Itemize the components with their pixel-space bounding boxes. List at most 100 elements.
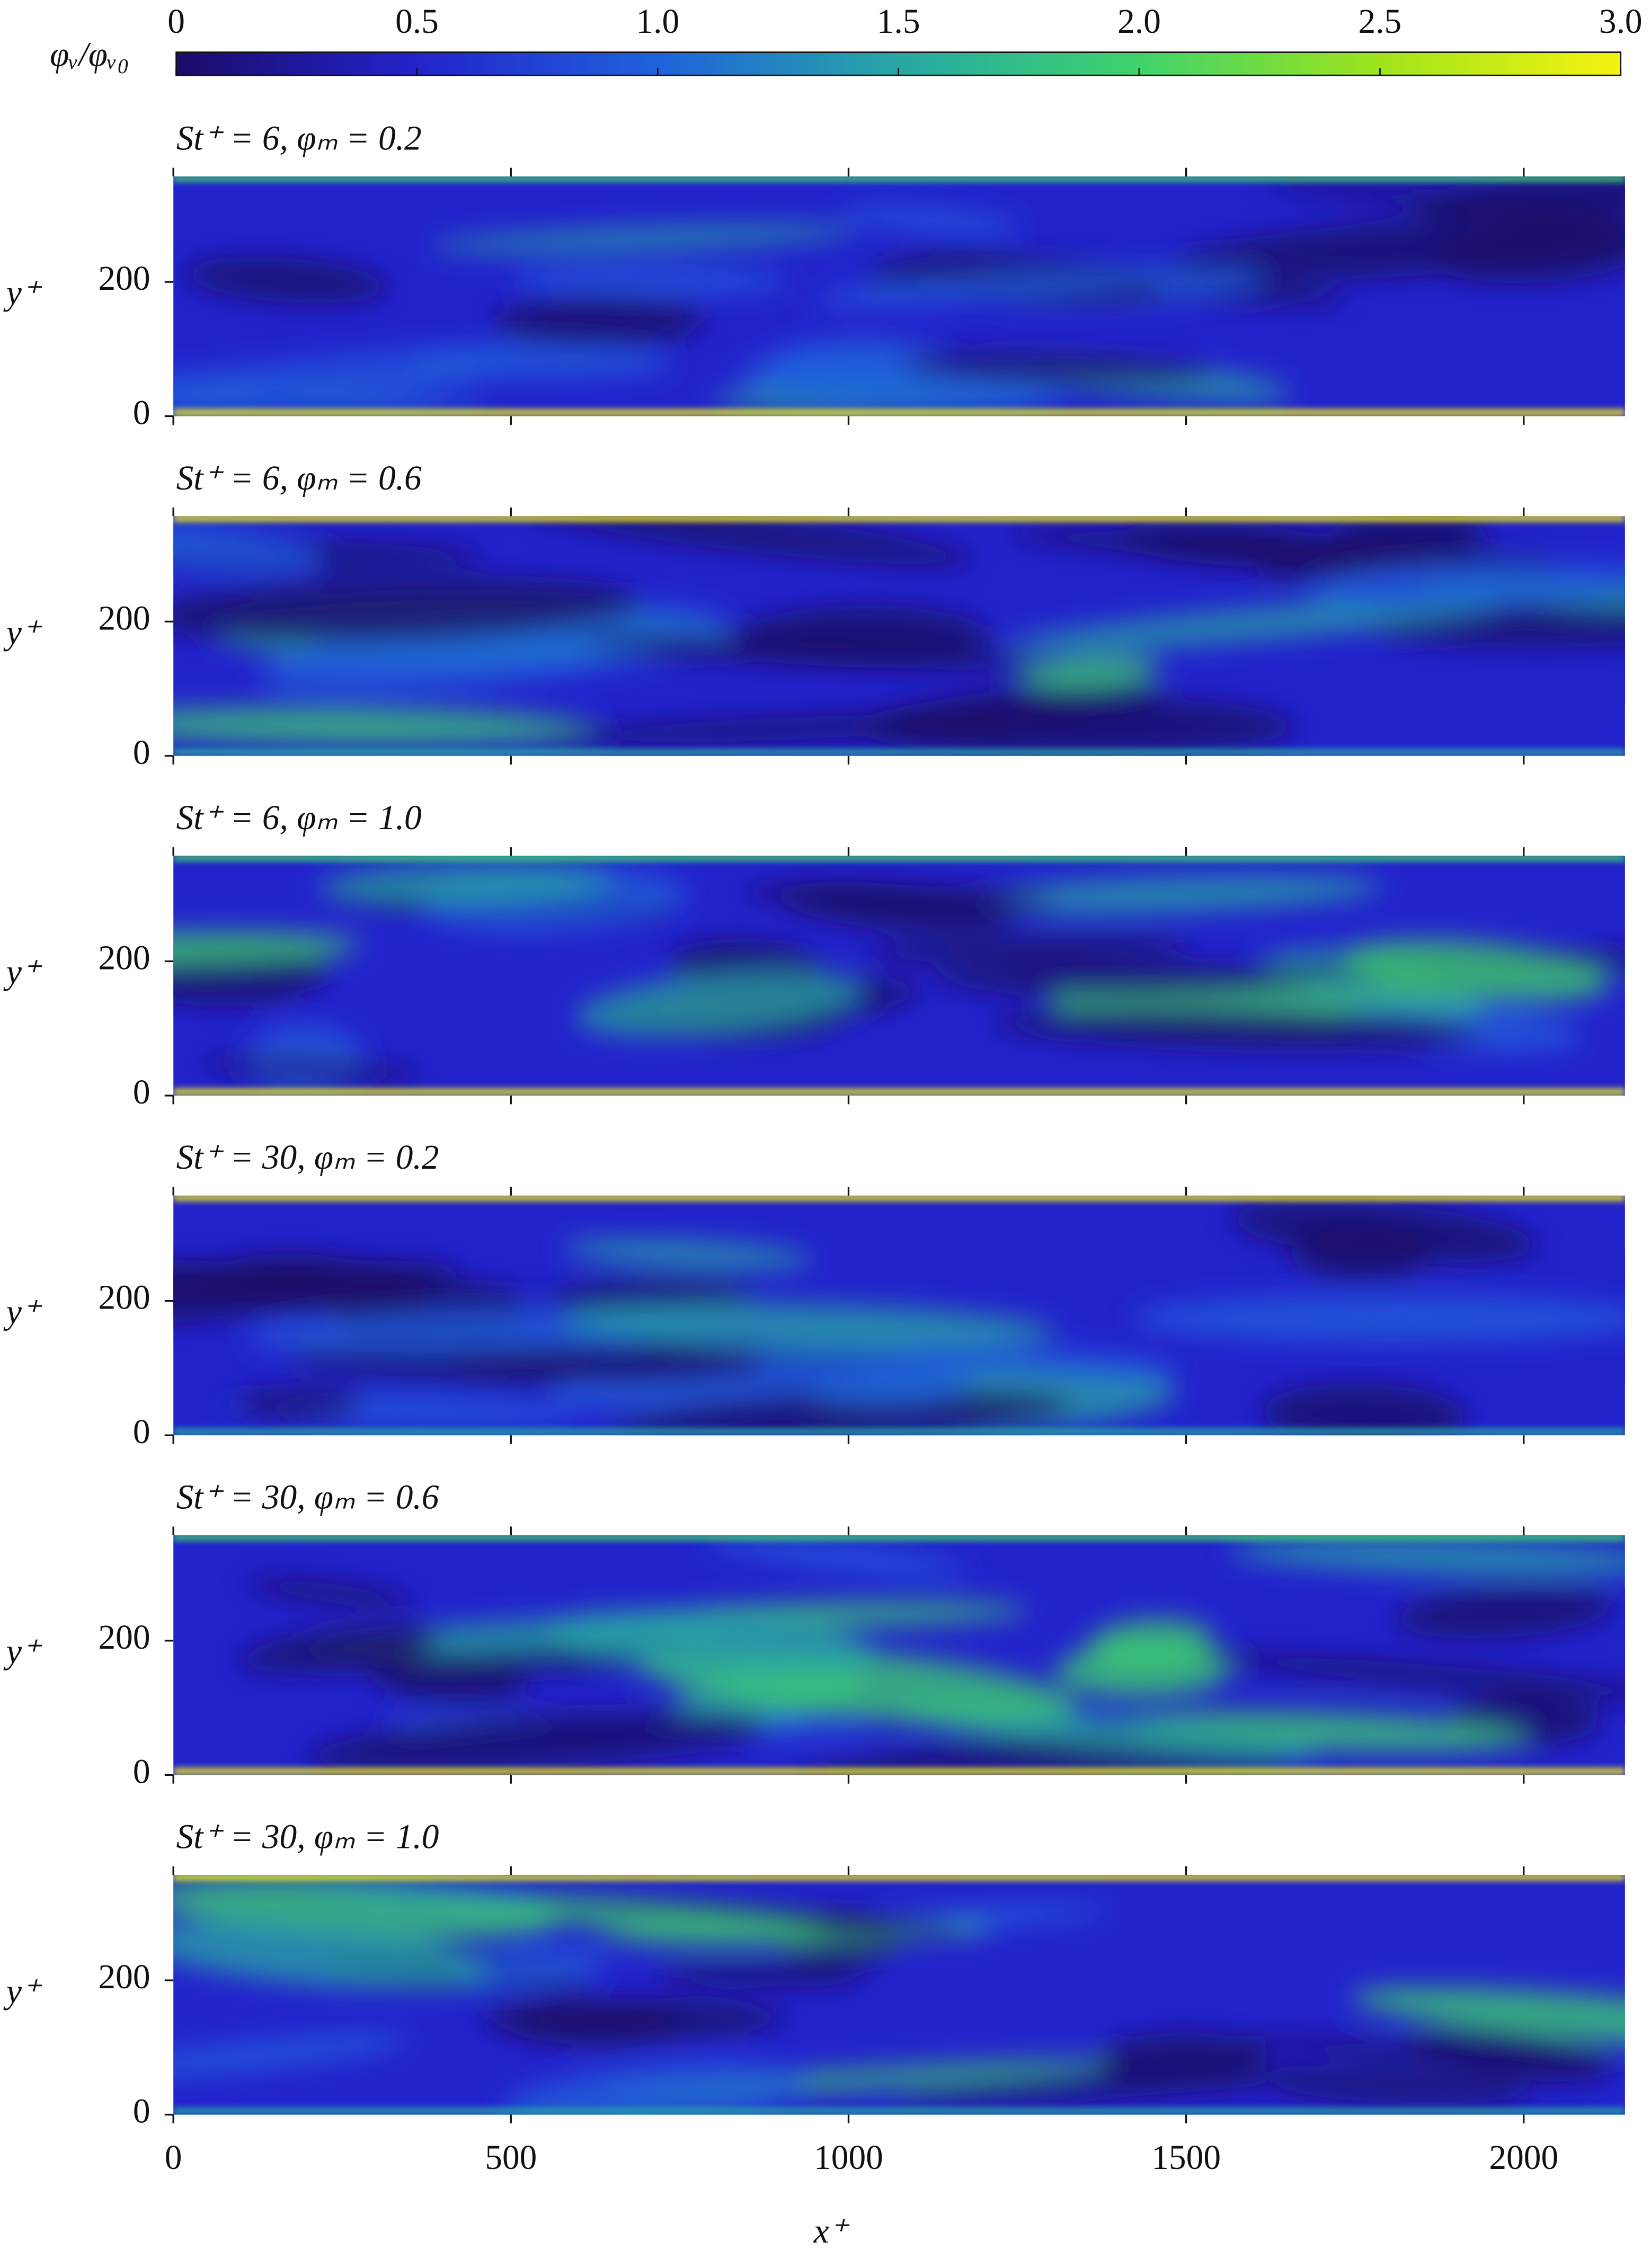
field-structure [706,1536,968,1576]
walls [173,176,1625,416]
field-structure [970,875,1383,913]
field-structure [313,1883,547,1906]
field-structure [1007,528,1387,564]
colorbar-tick-label: 2.0 [1117,3,1161,41]
field-structure [546,1344,1033,1411]
field-structure [372,1656,527,1703]
panel-title: St⁺ = 6, φₘ = 0.6 [176,459,422,497]
y-tick-label: 0 [133,2093,150,2131]
field-structure [430,225,859,252]
wall-layer [173,1535,1625,1541]
panel-title: St⁺ = 30, φₘ = 0.2 [176,1139,439,1177]
field-structure [931,964,1317,996]
wall-layer [173,408,1625,416]
y-tick-label: 200 [98,1958,150,1996]
field-structure [815,266,1180,306]
field [173,516,1625,756]
walls [173,856,1625,1096]
field-structure [543,1609,876,1675]
walls [173,1535,1625,1775]
field-structure [578,635,1044,670]
field-structure [173,931,361,965]
field-structures [173,863,1625,1093]
x-axis-label: x⁺ [813,2212,850,2251]
x-tick-label: 500 [485,2139,537,2177]
y-tick-label: 200 [98,1279,150,1317]
colorbar-tick-label: 3.0 [1599,3,1643,41]
field-structure [238,1625,440,1673]
y-axis-label: y⁺ [3,614,42,652]
field-structure [856,696,1295,756]
field [173,1535,1625,1775]
field-structure [1229,1539,1625,1576]
field-structure [173,707,593,744]
field-structure [233,1389,363,1417]
field-structure [563,1303,1056,1349]
y-tick-label: 200 [98,939,150,977]
wall-layer [173,1088,1625,1096]
y-axis-label: y⁺ [3,1972,42,2011]
field-structures [238,1536,1625,1775]
wall-layer [173,176,1625,182]
field-structure [446,1949,604,1991]
field-structure [318,863,613,904]
x-tick-label: 2000 [1489,2139,1558,2177]
wall-layer [173,2107,1625,2115]
y-axis-label: y⁺ [3,1633,42,1671]
wall-layer [173,856,1625,862]
field-structure [741,883,1057,911]
field-structure [1054,1643,1230,1698]
walls [173,516,1625,756]
field-structure [1341,939,1610,1002]
x-tick-label: 1000 [814,2139,883,2177]
field-structure [260,606,725,693]
y-tick-label: 200 [98,260,150,298]
field-structure [996,1349,1181,1381]
field-structures [173,516,1625,756]
x-tick-label: 0 [165,2139,182,2177]
field-structure [897,353,1214,385]
field-structure [540,713,1015,745]
panel-title: St⁺ = 30, φₘ = 1.0 [176,1818,439,1856]
field-structure [1193,1652,1625,1702]
y-tick-label: 0 [133,1753,150,1791]
field-structure [173,343,534,394]
field-structure [563,1239,813,1269]
field-structure [173,2034,407,2077]
wall-layer [173,1767,1625,1775]
field-structure [894,2068,1321,2103]
wall-layer [173,516,1625,522]
panel-title: St⁺ = 6, φₘ = 0.2 [176,120,422,158]
field-structure [576,971,862,1037]
field-structure [841,207,1022,233]
field-structure [1133,1295,1625,1342]
walls [173,1195,1625,1436]
field [173,856,1625,1096]
field [173,1875,1625,2115]
wall-layer [173,1875,1625,1881]
y-tick-label: 0 [133,394,150,432]
field-structure [199,1056,425,1080]
field-structure [173,518,323,574]
y-tick-label: 200 [98,599,150,637]
field-structure [218,1253,430,1317]
walls [173,1875,1625,2115]
field-structure [991,1007,1482,1049]
y-tick-label: 0 [133,734,150,772]
panel-title: St⁺ = 30, φₘ = 0.6 [176,1478,439,1516]
field-structure [173,368,501,415]
colorbar-tick-label: 0.5 [395,3,439,41]
field-structure [306,1711,766,1772]
field-structure [1351,1987,1625,2049]
field-structure [493,297,706,345]
field-structures [173,176,1625,416]
field-structure [1170,216,1625,281]
colorbar-tick-label: 2.5 [1359,3,1402,41]
y-tick-label: 0 [133,1413,150,1451]
field-structure [1291,1227,1432,1280]
y-tick-label: 200 [98,1618,150,1657]
colorbar-tick-label: 0 [167,3,185,41]
panel-title: St⁺ = 6, φₘ = 1.0 [176,799,422,837]
